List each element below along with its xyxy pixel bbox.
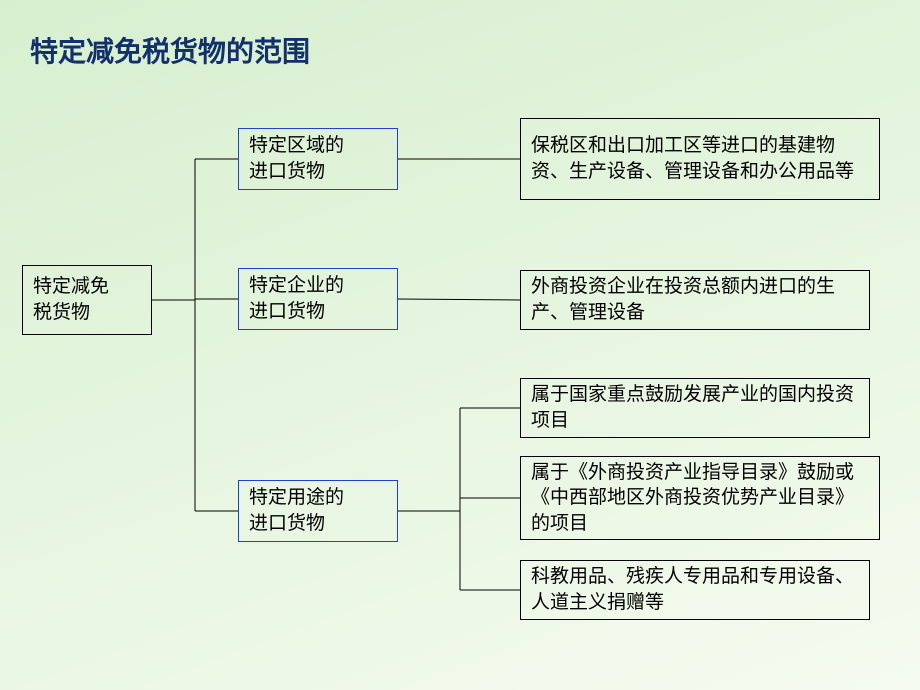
node-root: 特定减免 税货物 [22,265,152,335]
node-leaf-3: 属于国家重点鼓励发展产业的国内投资项目 [520,378,870,438]
slide-title: 特定减免税货物的范围 [30,30,310,70]
node-mid-enterprise: 特定企业的 进口货物 [238,268,398,330]
node-leaf-5: 科教用品、残疾人专用品和专用设备、人道主义捐赠等 [520,560,870,620]
node-mid-purpose: 特定用途的 进口货物 [238,480,398,542]
node-leaf-2-label: 外商投资企业在投资总额内进口的生产、管理设备 [531,274,859,325]
node-leaf-5-label: 科教用品、残疾人专用品和专用设备、人道主义捐赠等 [531,564,859,615]
node-mid-region: 特定区域的 进口货物 [238,128,398,190]
node-leaf-3-label: 属于国家重点鼓励发展产业的国内投资项目 [531,382,859,433]
node-leaf-4: 属于《外商投资产业指导目录》鼓励或《中西部地区外商投资优势产业目录》的项目 [520,456,880,540]
node-leaf-2: 外商投资企业在投资总额内进口的生产、管理设备 [520,270,870,330]
node-leaf-1-label: 保税区和出口加工区等进口的基建物资、生产设备、管理设备和办公用品等 [531,133,869,184]
node-mid-purpose-label: 特定用途的 进口货物 [249,485,344,536]
node-root-label: 特定减免 税货物 [33,274,109,325]
node-leaf-4-label: 属于《外商投资产业指导目录》鼓励或《中西部地区外商投资优势产业目录》的项目 [531,460,869,537]
node-leaf-1: 保税区和出口加工区等进口的基建物资、生产设备、管理设备和办公用品等 [520,118,880,200]
node-mid-enterprise-label: 特定企业的 进口货物 [249,273,344,324]
node-mid-region-label: 特定区域的 进口货物 [249,133,344,184]
